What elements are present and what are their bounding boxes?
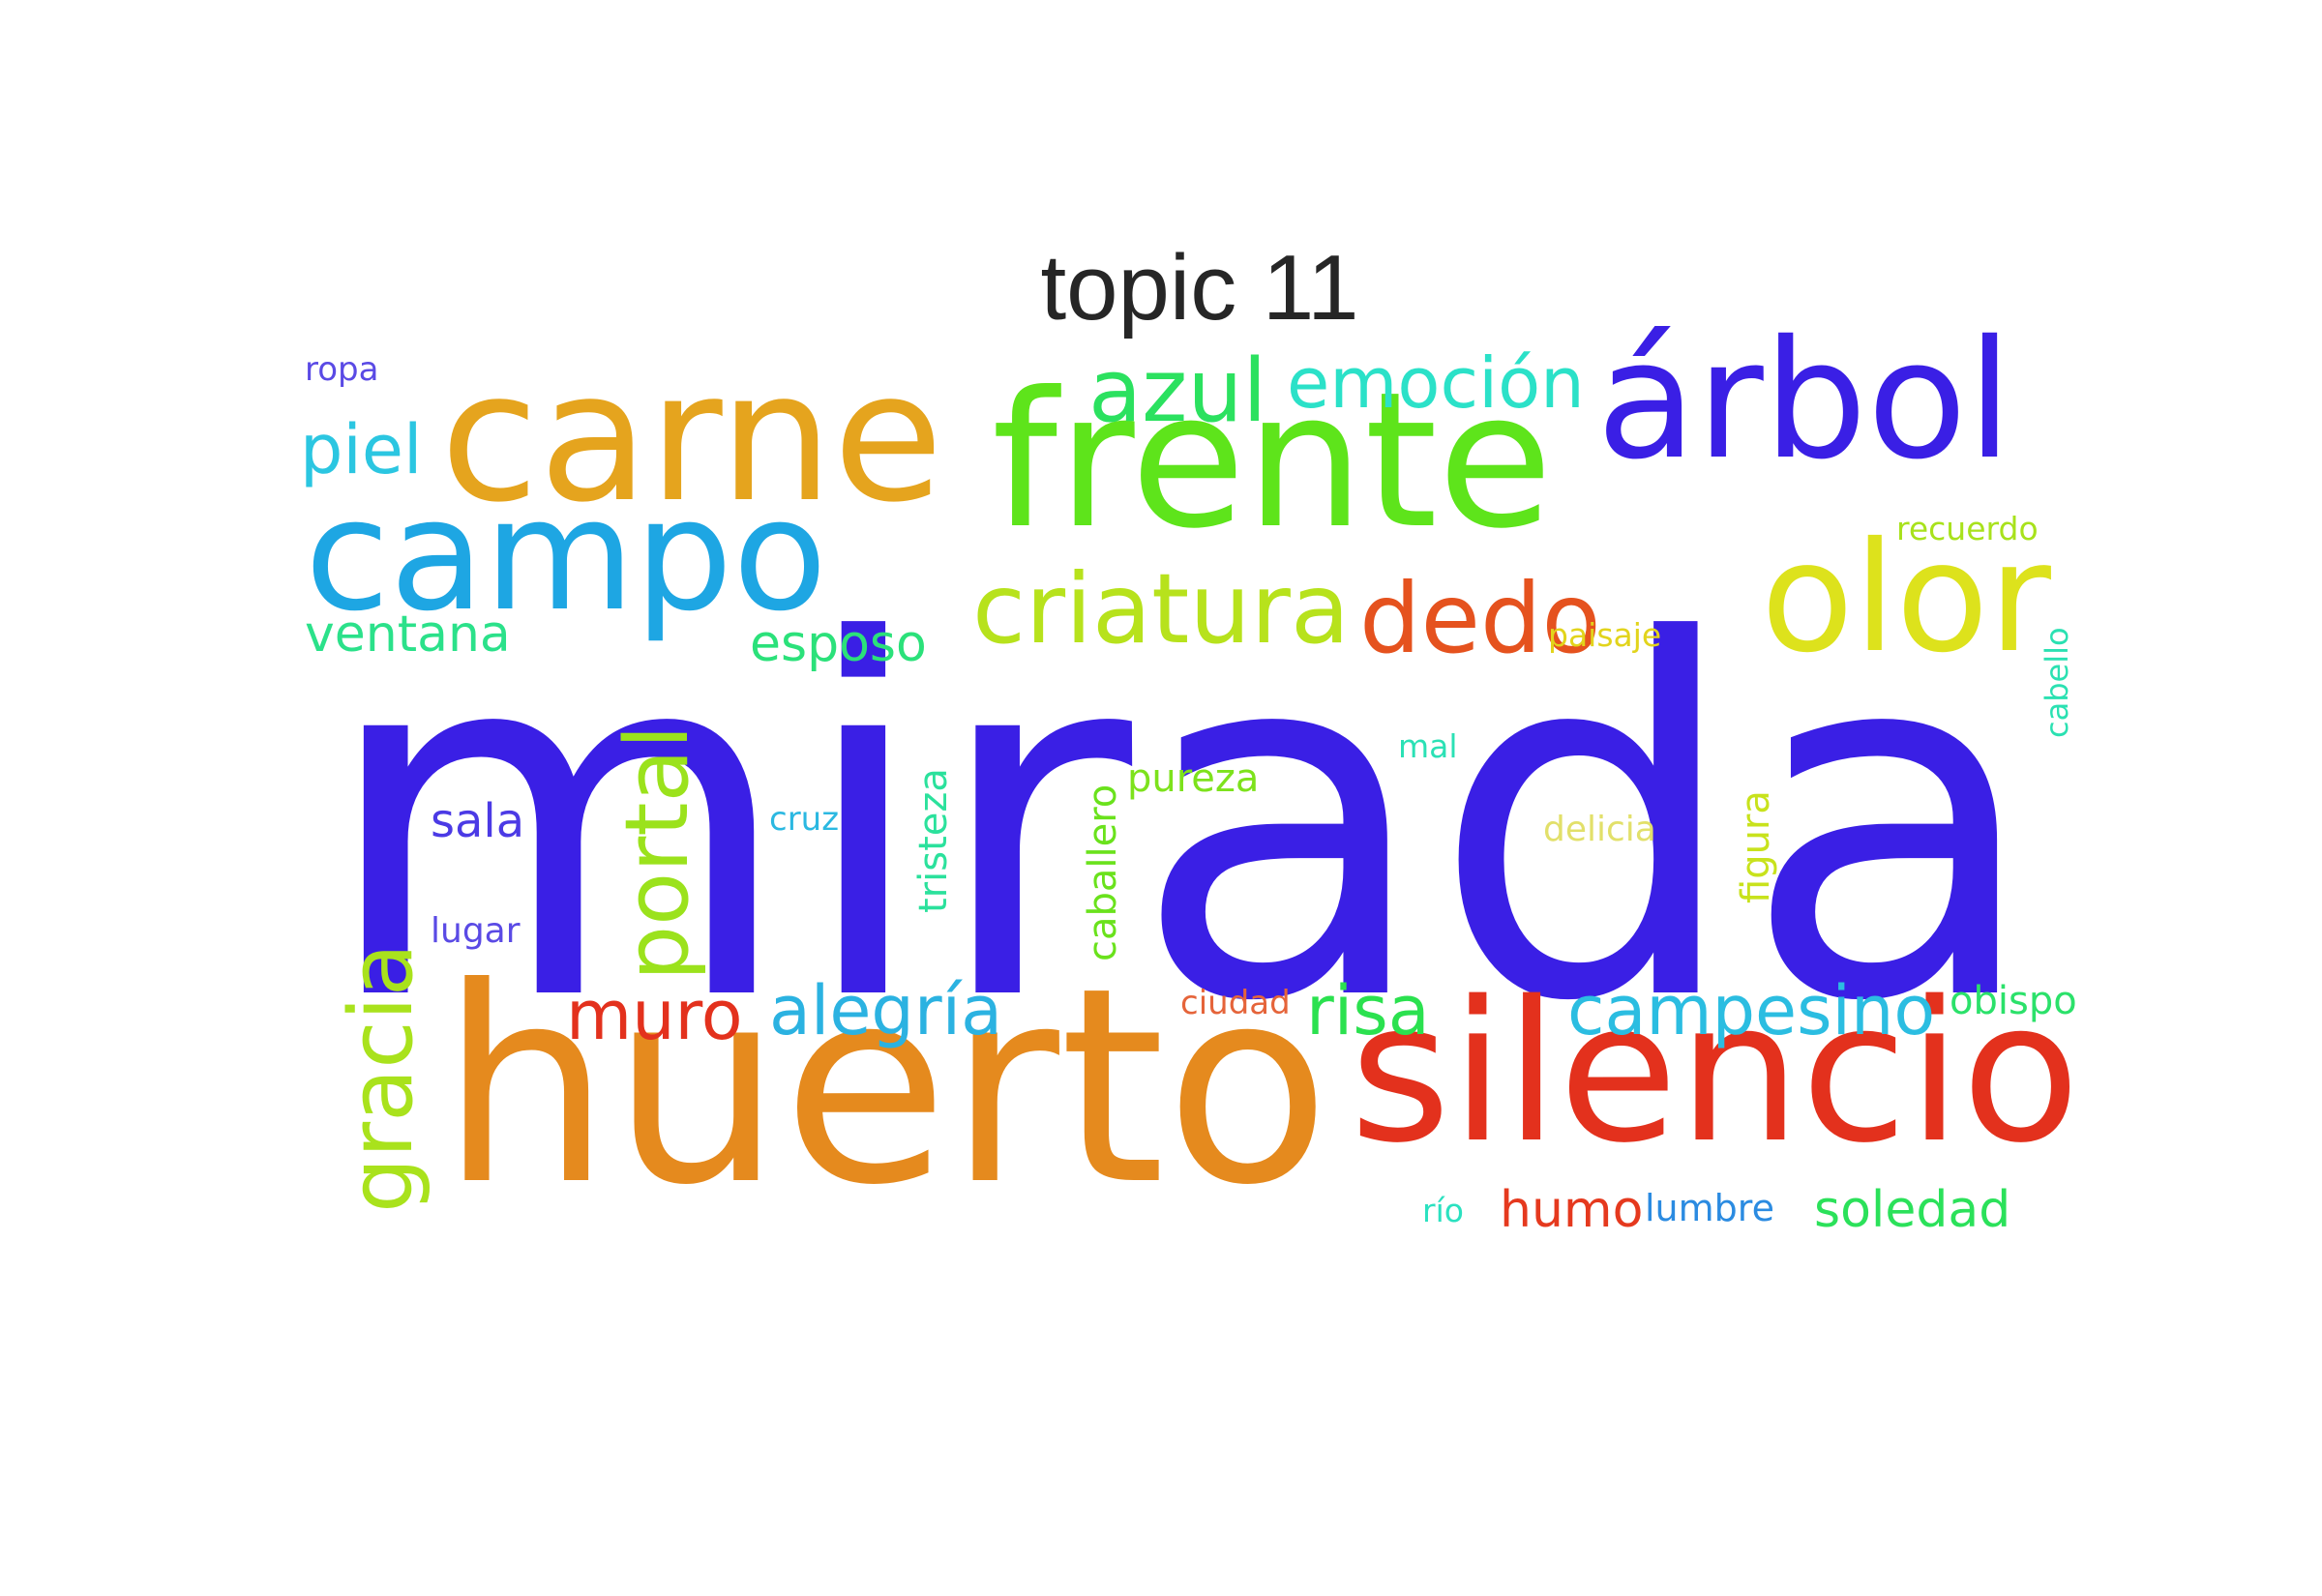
- word-dedo: dedo: [1359, 562, 1601, 675]
- word-árbol: árbol: [1596, 305, 2012, 495]
- word-gracia: gracia: [331, 943, 432, 1213]
- word-ventana: ventana: [305, 606, 511, 664]
- word-mirada: mirada: [319, 540, 2041, 1108]
- word-sala: sala: [431, 794, 525, 848]
- word-obispo: obispo: [1950, 979, 2077, 1023]
- word-huerto: huerto: [440, 930, 1330, 1244]
- word-lugar: lugar: [431, 911, 521, 951]
- word-figura: figura: [1734, 790, 1778, 903]
- word-risa: risa: [1306, 971, 1430, 1050]
- word-esposo: esposo: [750, 615, 927, 673]
- word-ciudad: ciudad: [1180, 984, 1291, 1022]
- word-recuerdo: recuerdo: [1896, 510, 2039, 547]
- word-piel: piel: [300, 410, 423, 489]
- word-olor: olor: [1761, 509, 2051, 686]
- word-emoción: emoción: [1287, 342, 1585, 424]
- word-pureza: pureza: [1127, 756, 1260, 801]
- word-paisaje: paisaje: [1548, 616, 1662, 654]
- word-lumbre: lumbre: [1645, 1187, 1774, 1229]
- word-frente: frente: [992, 351, 1553, 570]
- word-río: río: [1422, 1192, 1464, 1229]
- word-mal: mal: [1398, 727, 1458, 765]
- word-tristeza: tristeza: [911, 768, 956, 913]
- word-portal: portal: [607, 724, 708, 981]
- word-ropa: ropa: [305, 350, 379, 389]
- word-cabello: cabello: [2039, 627, 2075, 739]
- word-silencio: silencio: [1350, 961, 2080, 1186]
- word-cruz: cruz: [769, 800, 840, 839]
- word-caballero: caballero: [1081, 783, 1125, 961]
- word-campo: campo: [305, 465, 827, 645]
- word-muro: muro: [566, 976, 743, 1055]
- word-delicia: delicia: [1543, 810, 1656, 849]
- word-azul: azul: [1088, 340, 1267, 442]
- word-humo: humo: [1500, 1181, 1644, 1239]
- word-campesino: campesino: [1567, 971, 1936, 1050]
- word-alegría: alegría: [769, 971, 1002, 1050]
- word-criatura: criatura: [972, 552, 1351, 665]
- word-carne: carne: [440, 333, 943, 542]
- word-soledad: soledad: [1814, 1181, 2011, 1239]
- chart-title: topic 11: [1040, 236, 1359, 340]
